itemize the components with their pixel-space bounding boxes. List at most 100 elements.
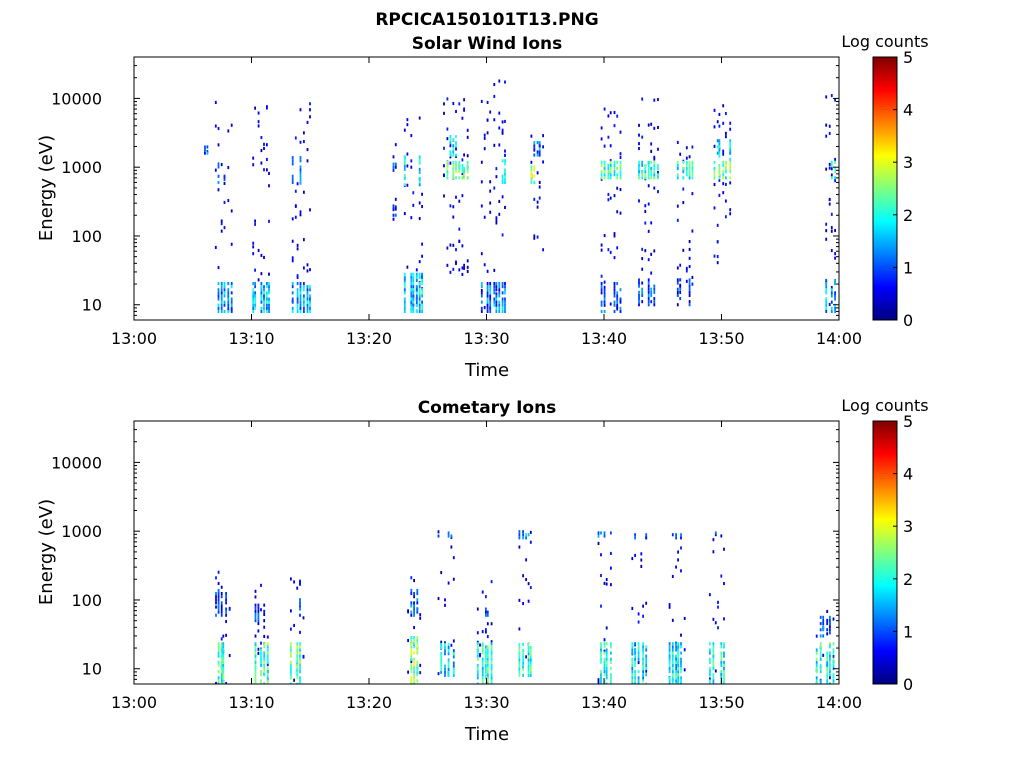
heatmap-cell xyxy=(504,285,506,289)
heatmap-cell xyxy=(227,166,230,170)
heatmap-cell xyxy=(650,122,653,126)
heatmap-cell xyxy=(294,215,297,219)
heatmap-cell xyxy=(826,660,829,664)
heatmap-cell xyxy=(410,610,413,614)
heatmap-cell xyxy=(723,547,725,551)
heatmap-cell xyxy=(266,645,269,649)
plot-frame xyxy=(133,420,840,685)
heatmap-cell xyxy=(642,660,644,664)
heatmap-cell xyxy=(296,657,299,661)
heatmap-cell xyxy=(815,651,818,655)
heatmap-cell xyxy=(392,217,395,221)
heatmap-cell xyxy=(227,291,230,295)
heatmap-cell xyxy=(463,263,465,267)
heatmap-cell xyxy=(412,306,415,310)
heatmap-cell xyxy=(603,649,606,653)
heatmap-cell xyxy=(260,657,262,661)
heatmap-cell xyxy=(410,651,413,655)
heatmap-cell xyxy=(610,551,612,555)
heatmap-cell xyxy=(493,285,496,289)
heatmap-cell xyxy=(717,626,719,630)
heatmap-cell xyxy=(403,164,406,168)
heatmap-cell xyxy=(683,616,686,620)
heatmap-cell xyxy=(485,630,487,634)
heatmap-cell xyxy=(403,303,406,307)
heatmap-cell xyxy=(309,108,311,112)
heatmap-cell xyxy=(603,173,606,177)
heatmap-cell xyxy=(252,306,255,310)
heatmap-cell xyxy=(263,306,265,310)
heatmap-cell xyxy=(394,162,397,166)
heatmap-cell xyxy=(306,159,309,163)
heatmap-cell xyxy=(504,177,506,181)
heatmap-cell xyxy=(486,622,489,626)
heatmap-cell xyxy=(415,288,418,292)
heatmap-cell xyxy=(263,300,265,304)
heatmap-cell xyxy=(712,682,715,684)
heatmap-cell xyxy=(263,642,266,646)
heatmap-cell xyxy=(682,187,685,191)
heatmap-cell xyxy=(291,156,294,160)
heatmap-cell xyxy=(406,152,409,156)
heatmap-cell xyxy=(829,618,831,622)
heatmap-cell xyxy=(418,260,421,264)
heatmap-cell xyxy=(217,162,220,166)
heatmap-cell xyxy=(676,163,679,167)
heatmap-cell xyxy=(616,300,619,304)
heatmap-cell xyxy=(252,288,255,292)
heatmap-cell xyxy=(619,167,622,171)
heatmap-cell xyxy=(829,663,831,667)
heatmap-cell xyxy=(263,612,266,616)
heatmap-cell xyxy=(650,300,653,304)
heatmap-cell xyxy=(605,657,608,661)
heatmap-cell xyxy=(722,121,725,125)
heatmap-cell xyxy=(619,211,622,215)
heatmap-cell xyxy=(263,625,266,629)
heatmap-cell xyxy=(410,278,413,282)
heatmap-cell xyxy=(671,657,674,661)
heatmap-cell xyxy=(299,682,301,684)
heatmap-cell xyxy=(254,303,256,307)
heatmap-cell xyxy=(613,309,616,313)
heatmap-cell xyxy=(303,294,305,298)
heatmap-cell xyxy=(217,127,220,131)
heatmap-cell xyxy=(688,176,691,180)
heatmap-cell xyxy=(418,201,421,205)
heatmap-cell xyxy=(260,297,263,301)
heatmap-cell xyxy=(522,661,524,665)
heatmap-cell xyxy=(677,654,679,658)
heatmap-cell xyxy=(718,176,721,180)
heatmap-cell xyxy=(815,667,818,671)
heatmap-cell xyxy=(613,256,616,260)
heatmap-cell xyxy=(392,213,395,217)
heatmap-cell xyxy=(815,660,818,664)
heatmap-cell xyxy=(720,670,723,674)
heatmap-cell xyxy=(268,297,270,301)
heatmap-cell xyxy=(718,167,721,171)
heatmap-cell xyxy=(447,646,450,650)
heatmap-cell xyxy=(522,642,524,646)
heatmap-cell xyxy=(449,150,452,154)
heatmap-cell xyxy=(227,303,230,307)
heatmap-cell xyxy=(631,657,634,661)
heatmap-cell xyxy=(720,645,723,649)
heatmap-cell xyxy=(538,150,541,154)
heatmap-cell xyxy=(729,163,732,167)
heatmap-cell xyxy=(290,577,292,581)
heatmap-cell xyxy=(501,285,504,289)
heatmap-cell xyxy=(685,266,688,270)
heatmap-cell xyxy=(830,176,833,180)
heatmap-cell xyxy=(637,657,640,661)
heatmap-cell xyxy=(722,152,725,156)
heatmap-cell xyxy=(413,667,415,671)
heatmap-cell xyxy=(413,673,415,677)
heatmap-cell xyxy=(416,588,419,592)
heatmap-cell xyxy=(452,153,455,157)
heatmap-cell xyxy=(613,170,616,174)
heatmap-cell xyxy=(826,654,829,658)
heatmap-cell xyxy=(680,670,682,674)
heatmap-cell xyxy=(495,297,498,301)
heatmap-cell xyxy=(644,176,647,180)
heatmap-cell xyxy=(676,160,679,164)
